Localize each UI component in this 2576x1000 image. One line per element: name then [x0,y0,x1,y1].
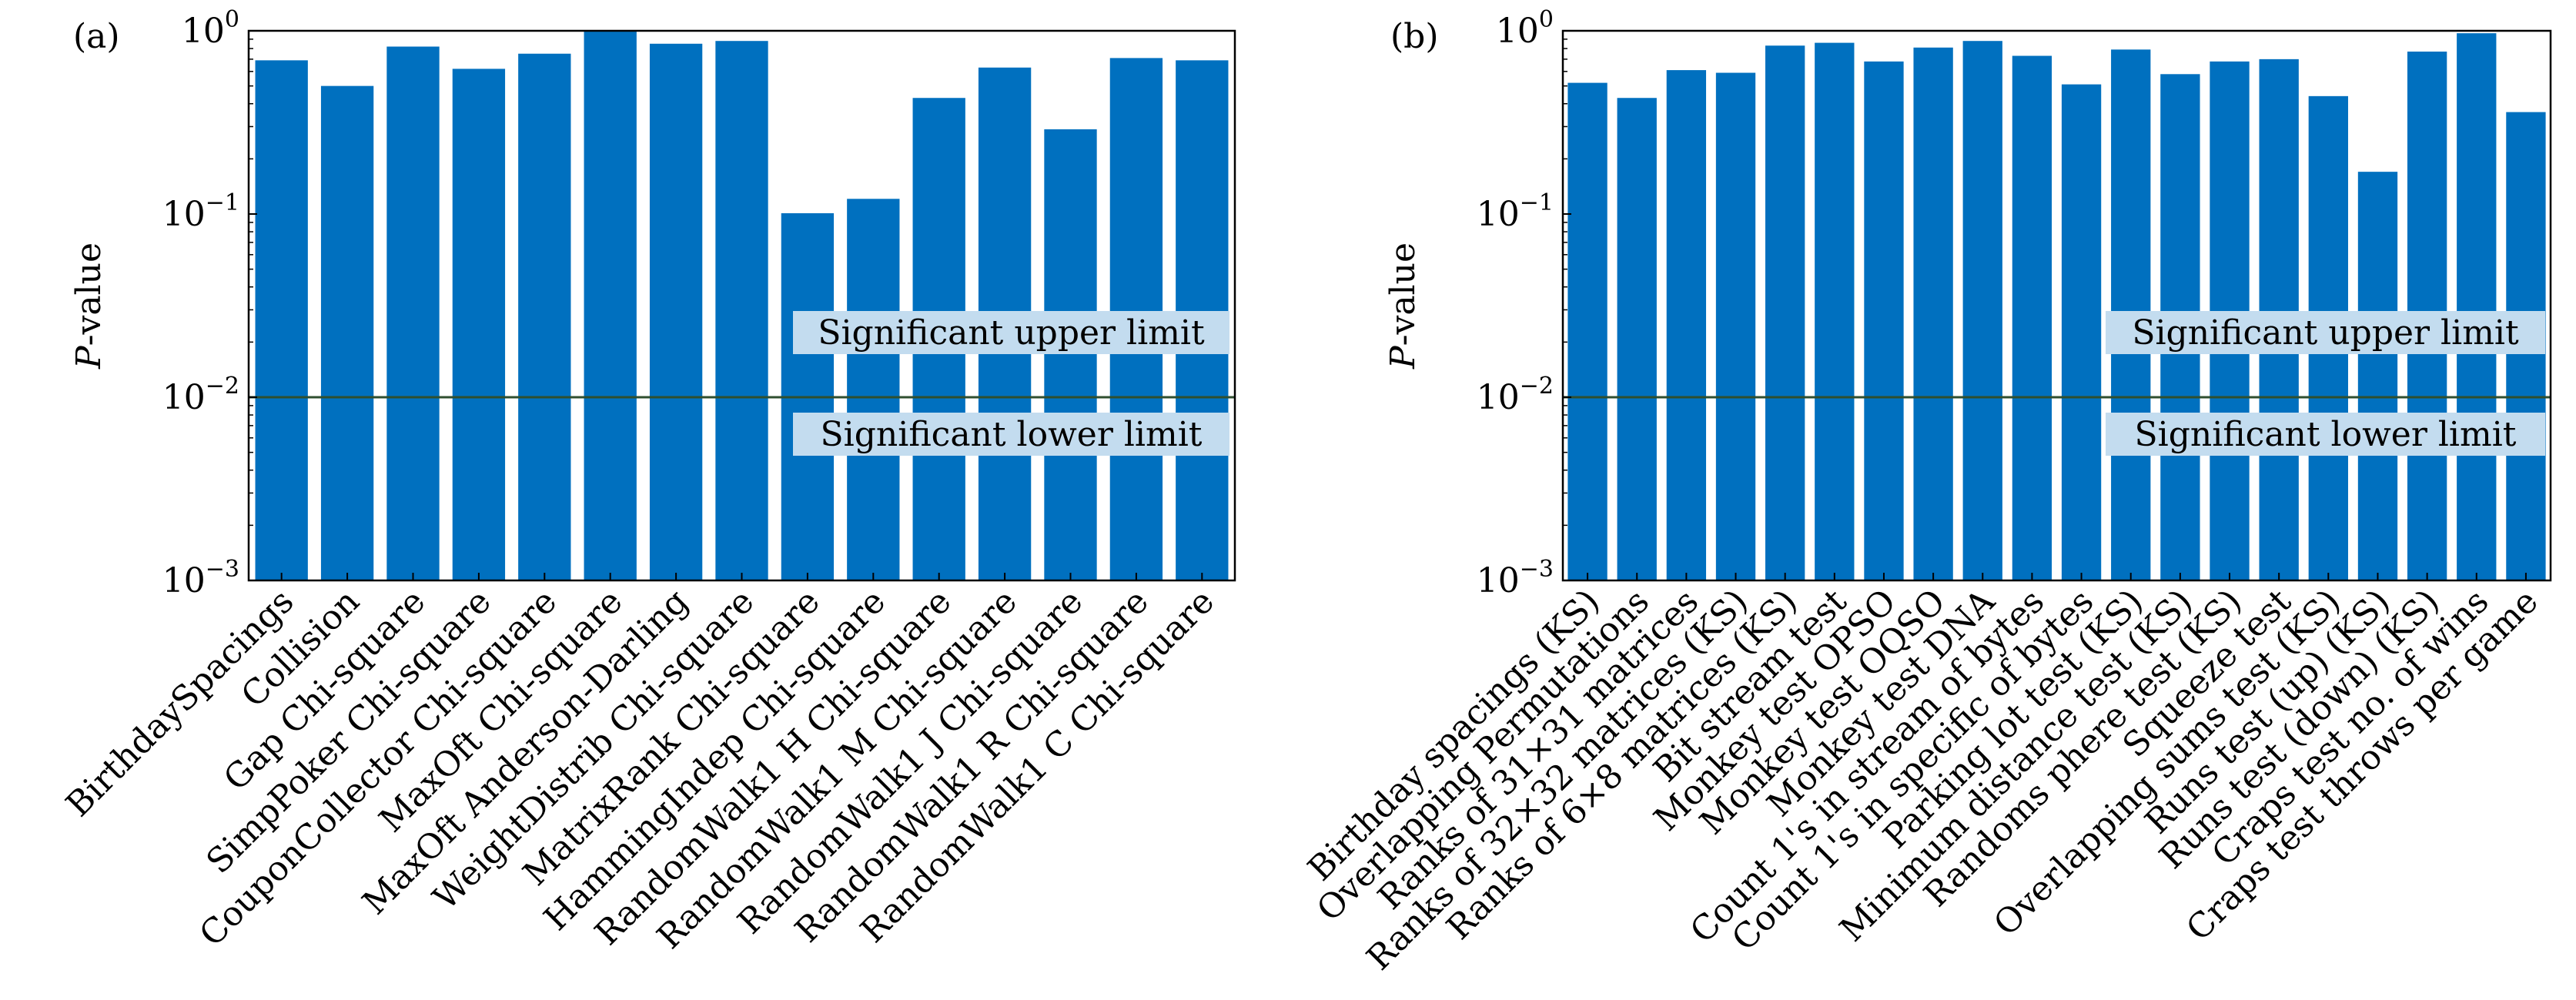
bar [1666,70,1707,581]
y-axis-title: P-value [1383,242,1423,370]
y-tick-label: 100 [1496,6,1554,51]
y-axis-title: P-value [69,242,109,370]
bar [649,43,703,581]
bar [1864,61,1904,581]
y-tick-label: 10−3 [162,556,239,600]
limit-label-box [2106,311,2545,354]
bar [518,53,571,581]
significant-lower-limit-label: Significant lower limit [821,415,1203,454]
bar [386,46,440,580]
panel-tag: (b) [1390,17,1439,56]
y-tick-label: 100 [182,6,239,51]
chart-panel-a: Significant upper limit Significant lower… [59,6,1236,957]
bar [1815,42,1855,580]
bar [584,32,637,581]
bar [452,69,506,580]
axes-frame [1561,29,2552,582]
bar [1913,47,1953,580]
significant-upper-limit-label: Significant upper limit [818,313,1205,353]
bar [715,41,768,580]
bar [1715,72,1756,581]
bar [2061,84,2102,581]
y-tick-label: 10−3 [1477,556,1554,600]
limit-label-box [793,311,1229,354]
bar [320,85,374,580]
bar [1044,129,1097,580]
y-tick-label: 10−2 [1477,373,1554,417]
limit-label-box [2106,413,2545,456]
bar [1567,82,1607,581]
limit-label-box [793,413,1229,456]
bar [2457,33,2497,580]
significant-lower-limit-label: Significant lower limit [2135,415,2517,454]
significant-upper-limit-label: Significant upper limit [2132,313,2519,353]
bar [2357,172,2398,580]
bar [1765,45,1805,580]
chart-panel-b: Significant upper limit Significant lower… [1300,6,2552,978]
bar [847,199,900,580]
y-tick-label: 10−1 [162,189,239,234]
y-tick-label: 10−1 [1477,189,1554,234]
bar [1617,98,1657,581]
panel-tag: (a) [73,17,120,56]
y-tick-label: 10−2 [162,373,239,417]
bar [255,60,308,581]
bar [1962,41,2002,580]
bar [2012,55,2052,580]
